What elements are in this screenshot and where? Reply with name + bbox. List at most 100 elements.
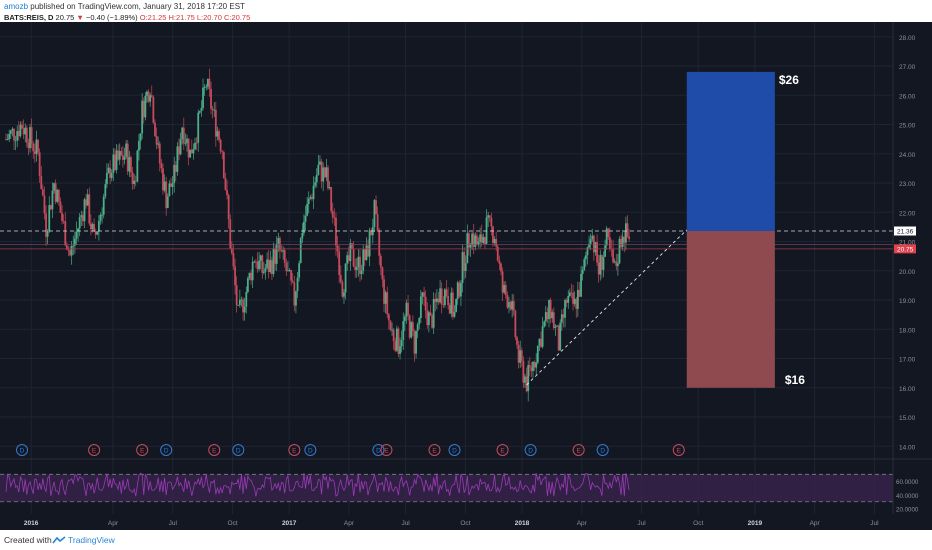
candle-body: [492, 226, 494, 244]
candle-body: [351, 243, 353, 249]
candle-body: [416, 324, 419, 331]
chart-area[interactable]: 28.00 27.00 26.00 25.00 24.00 23.00 22.00 21.00…: [0, 22, 932, 530]
candle-body: [500, 263, 502, 272]
candle-body: [452, 292, 454, 317]
candle-body: [594, 242, 597, 253]
candle-body: [512, 301, 515, 311]
candle-body: [59, 201, 62, 213]
time-tick-label: Jul: [637, 520, 646, 527]
candle-body: [588, 243, 590, 248]
candle-body: [141, 100, 144, 134]
candle-body: [65, 245, 68, 250]
candle-body: [600, 255, 603, 270]
rsi-tick-label: 40.0000: [896, 493, 919, 500]
candle-body: [117, 150, 120, 160]
candle-body: [469, 245, 472, 248]
candle-body: [306, 203, 309, 216]
rsi-band: [0, 474, 893, 502]
candle-body: [312, 185, 315, 200]
candle-body: [509, 302, 512, 310]
candle-body: [29, 127, 31, 149]
candle-body: [205, 86, 208, 88]
price-tick-label: 23.00: [899, 181, 916, 188]
symbol-legend[interactable]: BATS:REIS, D 20.75 ▼ −0.40 (−1.89%) O:21…: [4, 13, 250, 22]
candle-body: [176, 146, 179, 172]
candle-body: [519, 350, 522, 363]
earnings-event-icon: [288, 444, 301, 456]
candle-body: [559, 322, 562, 351]
candle-body: [543, 321, 546, 327]
event-label: E: [140, 448, 145, 455]
candle-body: [460, 283, 462, 297]
candle-body: [133, 180, 136, 184]
price-chart-svg[interactable]: 28.00 27.00 26.00 25.00 24.00 23.00 22.00 21.00…: [0, 22, 932, 530]
candle-body: [415, 330, 417, 354]
candle-body: [134, 180, 137, 182]
created-with-label: Created with: [4, 535, 52, 545]
candle-body: [535, 362, 538, 368]
candle-body: [331, 211, 334, 218]
candle-body: [612, 249, 614, 263]
candle-body: [259, 255, 262, 261]
candle-body: [424, 296, 427, 311]
candle-body: [190, 149, 193, 154]
candle-body: [498, 260, 501, 264]
time-tick-label: 2017: [282, 520, 297, 527]
candle-body: [125, 143, 128, 157]
candle-body: [565, 300, 568, 303]
candle-body: [160, 163, 163, 169]
time-tick-label: 2019: [748, 520, 763, 527]
candle-body: [484, 237, 486, 244]
candle-body: [264, 268, 267, 272]
candle-body: [511, 301, 514, 310]
candle-body: [346, 255, 349, 264]
symbol-name[interactable]: BATS:REIS, D: [4, 13, 54, 22]
candle-body: [139, 133, 142, 141]
candle-body: [435, 298, 438, 302]
rsi-tick-label: 20.0000: [896, 507, 919, 514]
candle-body: [576, 289, 579, 309]
candle-body: [110, 172, 113, 179]
candle-body: [568, 292, 571, 296]
candle-body: [197, 112, 200, 143]
candle-body: [453, 311, 456, 317]
candle-body: [516, 337, 518, 345]
candle-body: [38, 152, 41, 176]
candle-body: [152, 96, 155, 123]
price-tick-label: 14.00: [899, 444, 916, 451]
candle-body: [182, 127, 185, 144]
candle-body: [434, 298, 437, 302]
candle-body: [254, 261, 257, 263]
candle-body: [274, 248, 277, 264]
candle-body: [198, 110, 201, 113]
tradingview-brand-link[interactable]: TradingView: [68, 535, 115, 545]
candle-body: [373, 200, 376, 228]
candle-body: [560, 314, 563, 323]
candle-body: [394, 341, 397, 351]
candle-body: [402, 320, 405, 341]
candle-body: [584, 255, 587, 260]
candle-body: [269, 260, 272, 273]
author-link[interactable]: amozb: [4, 2, 29, 11]
candle-body: [277, 238, 280, 244]
candle-body: [73, 238, 76, 246]
candle-body: [51, 190, 54, 210]
candle-body: [338, 251, 341, 276]
candle-body: [94, 231, 97, 235]
candle-body: [96, 231, 99, 235]
tradingview-logo-icon[interactable]: [52, 536, 66, 544]
rsi-line: [5, 472, 630, 497]
candle-body: [323, 167, 326, 178]
candle-body: [123, 156, 126, 160]
candle-body: [98, 220, 100, 232]
candle-body: [365, 245, 368, 261]
candle-body: [419, 296, 422, 319]
candle-body: [391, 329, 393, 331]
candle-body: [562, 314, 565, 318]
candle-body: [93, 224, 95, 232]
event-label: D: [164, 448, 169, 455]
candle-body: [78, 217, 81, 229]
candle-body: [251, 261, 254, 281]
candle-body: [30, 127, 33, 144]
candle-body: [532, 361, 534, 372]
